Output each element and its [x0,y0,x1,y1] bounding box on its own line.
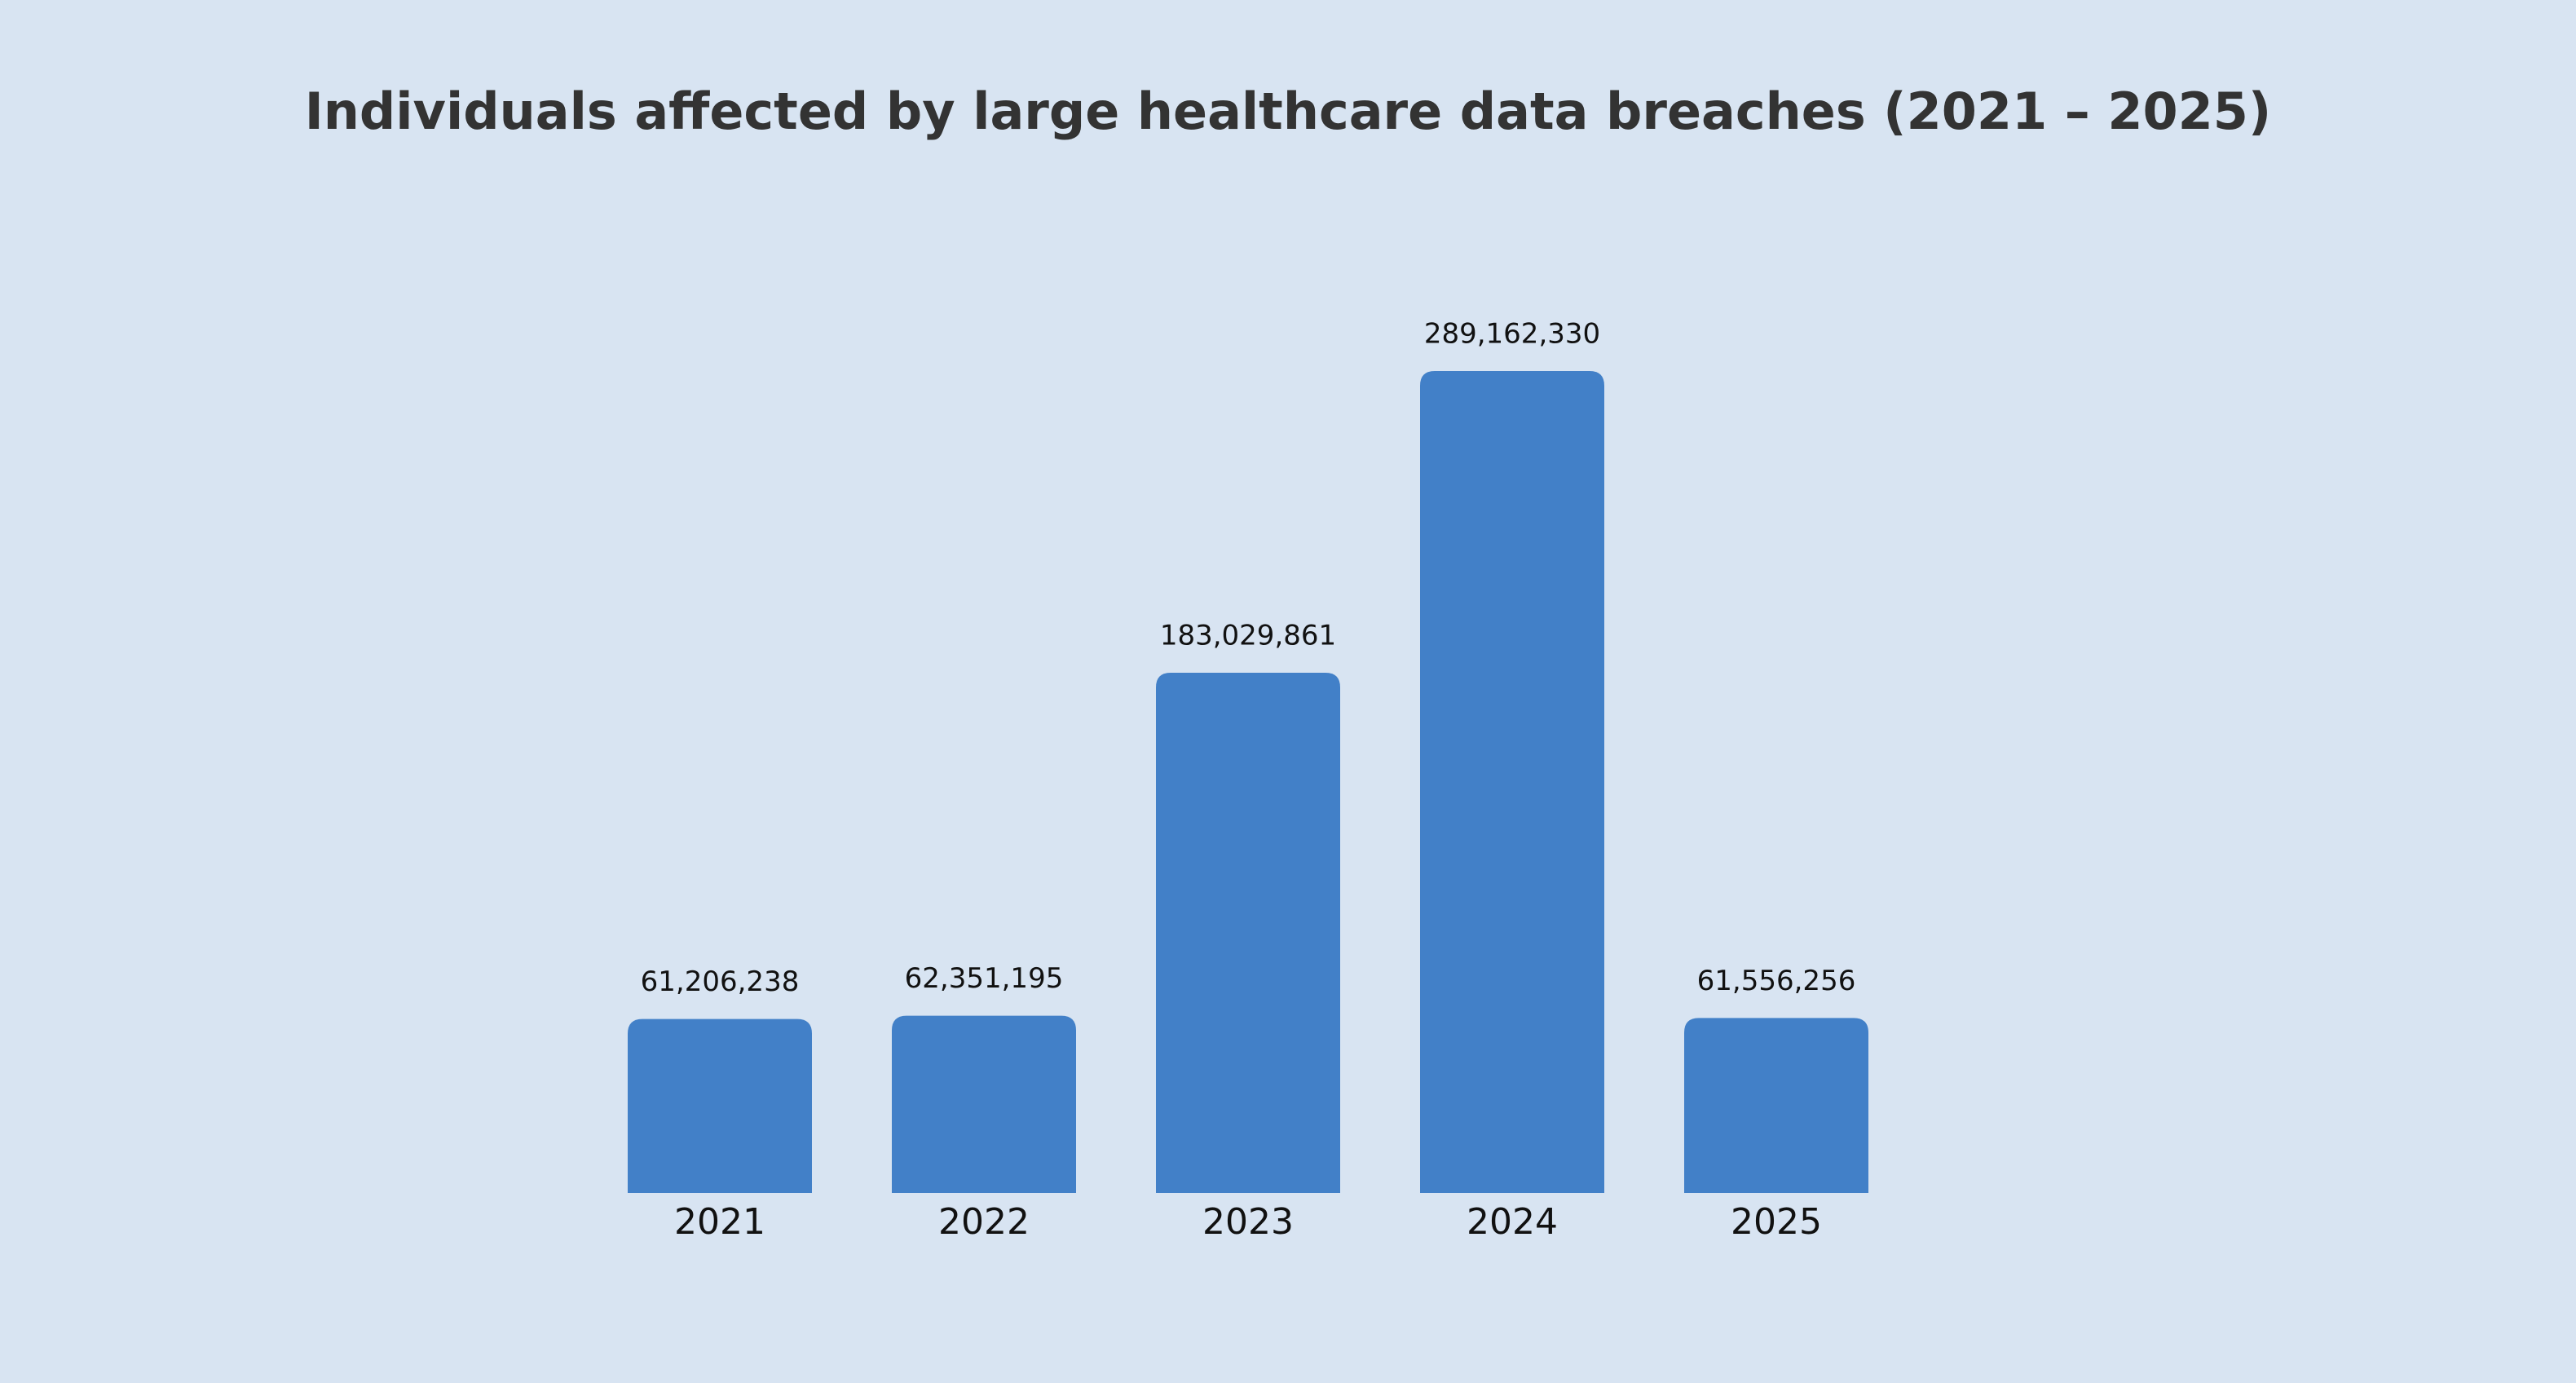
bar [1684,1018,1868,1193]
x-tick-label: 2021 [674,1201,765,1243]
bar [892,1015,1076,1193]
chart-title: Individuals affected by large healthcare… [305,82,2272,141]
value-label: 61,206,238 [641,965,800,998]
value-label: 183,029,861 [1160,619,1336,652]
bar [1156,672,1340,1193]
x-tick-label: 2024 [1467,1201,1558,1243]
bar [1420,371,1604,1193]
value-label: 61,556,256 [1697,965,1856,997]
x-tick-label: 2025 [1731,1201,1822,1243]
x-tick-label: 2022 [938,1201,1030,1243]
value-label: 62,351,195 [905,962,1064,995]
x-tick-label: 2023 [1202,1201,1294,1243]
value-label: 289,162,330 [1424,318,1600,351]
bar [628,1018,812,1193]
